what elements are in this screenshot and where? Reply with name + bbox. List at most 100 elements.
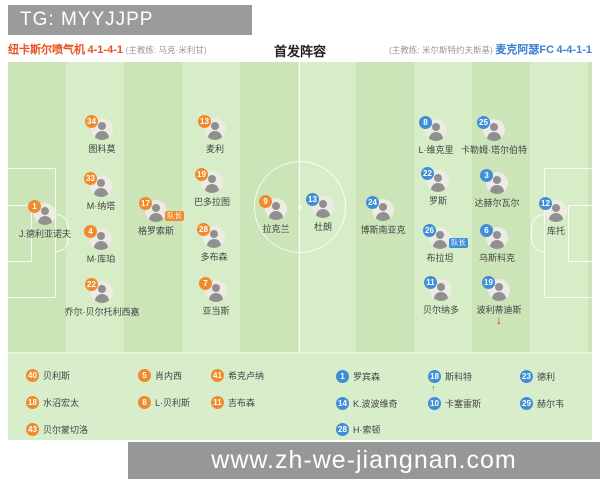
away-formation: 4-4-1-1 <box>556 44 592 56</box>
substitute-item[interactable]: 11 吉布森 <box>211 396 255 409</box>
center-circle <box>254 161 346 253</box>
substitute-item[interactable]: 41 希克卢纳 <box>211 369 264 382</box>
substitute-item[interactable]: 8 L·贝利斯 <box>138 396 190 409</box>
player-number-badge: 33 <box>84 172 97 185</box>
player-number-badge: 13 <box>306 193 319 206</box>
bottom-url-text: www.zh-we-jiangnan.com <box>211 446 517 474</box>
sub-number-badge: 5 <box>138 369 151 382</box>
substitutes-panel: 替补 @米哥评球 40贝利斯5肖内西41希克卢纳18水沼宏太8L·贝利斯11吉布… <box>8 352 592 440</box>
player-number-badge: 12 <box>539 197 552 210</box>
player-name: 卡勒姆·塔尔伯特 <box>461 145 527 155</box>
substitute-item[interactable]: 1 罗宾森 <box>336 370 380 383</box>
away-team-header[interactable]: (主教练: 米尔斯特约夫斯基) 麦克阿瑟FC 4-4-1-1 <box>389 41 592 57</box>
sub-player-name: 肖内西 <box>155 371 183 381</box>
sub-number-badge: 8 <box>138 396 151 409</box>
penalty-box-right <box>544 168 592 298</box>
player-number-badge: 11 <box>424 276 437 289</box>
substitute-item[interactable]: 40 贝利斯 <box>26 369 70 382</box>
sub-player-name: 贝尔蒙切洛 <box>43 425 89 435</box>
player-name: L·维克里 <box>418 145 454 155</box>
player-name: 罗斯 <box>428 196 448 206</box>
player-name: 乌斯科克 <box>478 253 516 263</box>
player-number-badge: 1 <box>28 200 41 213</box>
sub-player-name: 希克卢纳 <box>228 371 265 381</box>
sub-player-name: 斯科特 <box>445 372 473 382</box>
sub-player-name: 吉布森 <box>228 398 256 408</box>
player-name: 巴多拉图 <box>193 197 231 207</box>
player-name: 贝尔纳多 <box>422 305 460 315</box>
sub-player-name: 罗宾森 <box>353 372 381 382</box>
player-number-badge: 22 <box>85 278 98 291</box>
player-number-badge: 4 <box>84 225 97 238</box>
pitch: 1 J.德利亚诺夫 34 图科莫 33 M·纳塔 4 M·库珀 22 乔尔·贝尔托利西嘉 17 队长格… <box>8 62 592 352</box>
captain-badge: 队长 <box>165 211 184 221</box>
away-team-name[interactable]: 麦克阿瑟FC <box>495 44 555 56</box>
sub-number-badge: 28 <box>336 423 349 436</box>
substitute-item[interactable]: 43 贝尔蒙切洛 <box>26 423 88 436</box>
match-header: 纽卡斯尔喷气机 4-1-4-1 (主教练: 马克·米利甘) 首发阵容 (主教练:… <box>8 41 592 59</box>
player-number-badge: 25 <box>477 116 490 129</box>
player-name: 亚当斯 <box>202 306 230 316</box>
player-number-badge: 28 <box>197 223 210 236</box>
substitute-item[interactable]: 10 卡塞雷斯 <box>428 397 481 410</box>
player-name: 库托 <box>546 226 566 236</box>
substitute-item[interactable]: 18 斯科特 ↑ <box>428 370 473 393</box>
player-name: J.德利亚诺夫 <box>18 229 72 239</box>
player-name: 达赫尔瓦尔 <box>474 198 520 208</box>
player-name: M·纳塔 <box>86 201 116 211</box>
sub-number-badge: 29 <box>520 397 533 410</box>
sub-number-badge: 18 <box>26 396 39 409</box>
player-name: 格罗索斯 <box>137 226 175 236</box>
sub-player-name: 德利 <box>537 372 556 382</box>
player-name: 布拉坦 <box>426 253 454 263</box>
sub-number-badge: 41 <box>211 369 224 382</box>
substitute-item[interactable]: 5 肖内西 <box>138 369 182 382</box>
substitute-item[interactable]: 14 K.波波维奇 <box>336 397 398 410</box>
subbed-off-arrow-icon: ↓ <box>496 313 502 327</box>
subbed-on-arrow-icon: ↑ <box>431 383 436 393</box>
player-name: 图科莫 <box>88 144 116 154</box>
player-number-badge: 24 <box>366 196 379 209</box>
player-number-badge: 22 <box>421 167 434 180</box>
player-number-badge: 8 <box>419 116 432 129</box>
player-name: 麦利 <box>205 144 225 154</box>
player-number-badge: 26 <box>423 224 436 237</box>
sub-number-badge: 43 <box>26 423 39 436</box>
penalty-arc-right <box>531 214 544 252</box>
captain-badge: 队长 <box>449 238 468 248</box>
sub-player-name: 赫尔韦 <box>537 399 565 409</box>
home-formation: 4-1-4-1 <box>87 44 123 56</box>
sub-player-name: 水沼宏太 <box>43 398 80 408</box>
sub-player-name: L·贝利斯 <box>155 398 191 408</box>
player-name: 乔尔·贝尔托利西嘉 <box>64 307 140 317</box>
center-spot <box>298 205 302 209</box>
bottom-url-banner: www.zh-we-jiangnan.com <box>128 442 600 479</box>
substitute-item[interactable]: 28 H·索顿 <box>336 423 381 436</box>
player-name: 博斯南亚克 <box>360 225 406 235</box>
player-number-badge: 19 <box>195 168 208 181</box>
sub-number-badge: 23 <box>520 370 533 383</box>
sub-number-badge: 40 <box>26 369 39 382</box>
player-number-badge: 7 <box>199 277 212 290</box>
player-number-badge: 13 <box>198 115 211 128</box>
home-team-name[interactable]: 纽卡斯尔喷气机 <box>8 44 85 56</box>
player-number-badge: 19 <box>482 276 495 289</box>
sub-player-name: 贝利斯 <box>43 371 71 381</box>
substitute-item[interactable]: 18 水沼宏太 <box>26 396 79 409</box>
substitute-item[interactable]: 29 赫尔韦 <box>520 397 564 410</box>
sub-number-badge: 10 <box>428 397 441 410</box>
player-number-badge: 17 <box>139 197 152 210</box>
goal-box-right <box>568 205 592 262</box>
player-name: 拉克兰 <box>262 224 290 234</box>
home-team-header[interactable]: 纽卡斯尔喷气机 4-1-4-1 (主教练: 马克·米利甘) <box>8 41 207 57</box>
player-name: 杜朗 <box>313 222 333 232</box>
sub-player-name: 卡塞雷斯 <box>445 399 482 409</box>
player-name: 多布森 <box>200 252 228 262</box>
goal-box-left <box>8 205 32 262</box>
page-title: 首发阵容 <box>273 44 327 59</box>
player-name: 波利蒂迪斯 <box>476 305 522 315</box>
sub-number-badge: 1 <box>336 370 349 383</box>
home-coach: (主教练: 马克·米利甘) <box>125 45 207 55</box>
substitute-item[interactable]: 23 德利 <box>520 370 555 383</box>
